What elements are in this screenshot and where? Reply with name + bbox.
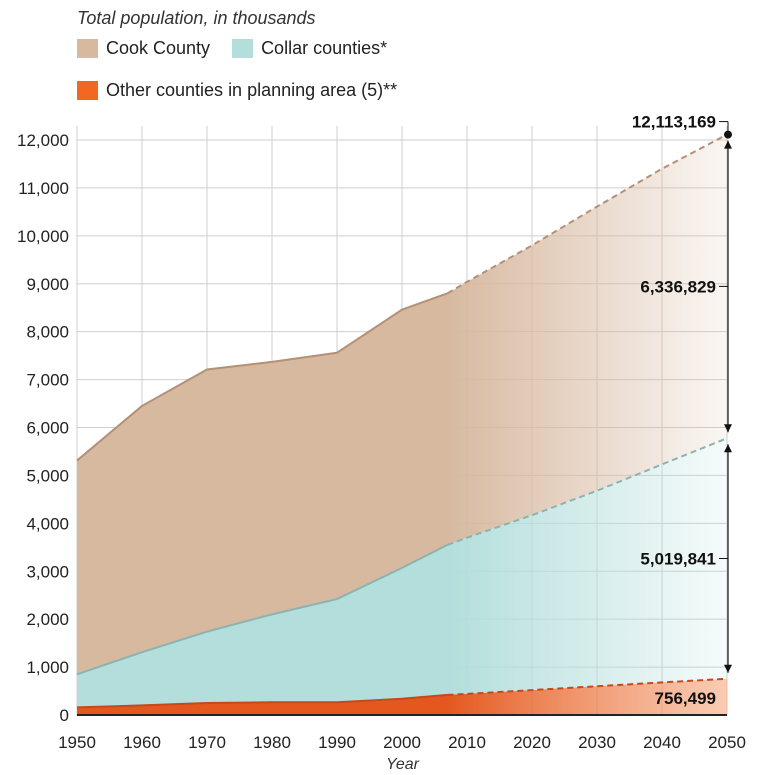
x-axis-title: Year xyxy=(386,756,419,773)
area-other-counties xyxy=(77,678,727,715)
area-cook-county xyxy=(77,134,727,675)
legend-swatch-collar xyxy=(232,39,254,58)
x-tick-label: 1960 xyxy=(123,733,161,752)
axes: 0 1,000 2,000 3,000 4,000 5,000 6,000 7,000 8,00… xyxy=(17,131,746,752)
other-projection-line xyxy=(447,677,728,696)
legend-label-collar: Collar counties* xyxy=(261,38,388,58)
x-tick-label: 2030 xyxy=(578,733,616,752)
y-tick-label: 10,000 xyxy=(17,227,69,246)
y-tick-label: 0 xyxy=(60,706,69,725)
legend-item-cook: Cook County xyxy=(77,38,210,59)
y-tick-label: 3,000 xyxy=(26,562,69,581)
legend-swatch-cook xyxy=(77,39,98,58)
y-tick-label: 5,000 xyxy=(26,466,69,485)
cook-line xyxy=(76,292,448,462)
x-tick-label: 2040 xyxy=(643,733,681,752)
annotations: 12,113,169 6,336,829 5,019,841 756,499 xyxy=(632,113,732,708)
y-tick-label: 7,000 xyxy=(26,371,69,390)
collar-arrow-head-top xyxy=(724,444,732,453)
legend-swatch-other xyxy=(77,81,98,100)
x-tick-label: 2020 xyxy=(513,733,551,752)
collar-arrow-head-bottom xyxy=(724,664,732,673)
legend-item-collar: Collar counties* xyxy=(232,38,387,59)
areas xyxy=(77,134,727,715)
other-line xyxy=(76,693,448,709)
legend-row-2: Other counties in planning area (5)** xyxy=(77,80,419,101)
collar-projection-line xyxy=(447,437,728,546)
legend-label-other: Other counties in planning area (5)** xyxy=(106,80,398,100)
cook-arrow-head-bottom xyxy=(724,424,732,433)
y-tick-label: 1,000 xyxy=(26,658,69,677)
annotation-cook-2050: 6,336,829 xyxy=(640,277,716,296)
x-tick-label: 2000 xyxy=(383,733,421,752)
y-tick-label: 8,000 xyxy=(26,323,69,342)
legend-label-cook: Cook County xyxy=(106,38,211,58)
x-tick-label: 2010 xyxy=(448,733,486,752)
x-tick-label: 1950 xyxy=(58,733,96,752)
cook-projection-line xyxy=(446,133,728,295)
x-tick-label: 2050 xyxy=(708,733,746,752)
y-tick-label: 9,000 xyxy=(26,275,69,294)
area-collar-counties xyxy=(77,438,727,708)
y-tick-label: 12,000 xyxy=(17,131,69,150)
x-tick-label: 1970 xyxy=(188,733,226,752)
legend-item-other: Other counties in planning area (5)** xyxy=(77,80,397,101)
x-tick-label: 1980 xyxy=(253,733,291,752)
legend-row-1: Cook County Collar counties* xyxy=(77,38,409,59)
annotation-other-2050: 756,499 xyxy=(655,689,716,708)
cook-arrow-head-top xyxy=(724,140,732,149)
chart-subtitle: Total population, in thousands xyxy=(77,8,316,28)
annotation-collar-2050: 5,019,841 xyxy=(640,549,716,568)
y-tick-label: 4,000 xyxy=(26,514,69,533)
collar-line xyxy=(76,544,448,676)
x-tick-label: 1990 xyxy=(318,733,356,752)
annotation-total: 12,113,169 xyxy=(632,113,716,132)
y-tick-label: 11,000 xyxy=(18,179,69,198)
y-tick-label: 6,000 xyxy=(26,419,69,438)
y-tick-label: 2,000 xyxy=(26,610,69,629)
series-lines xyxy=(76,133,728,709)
